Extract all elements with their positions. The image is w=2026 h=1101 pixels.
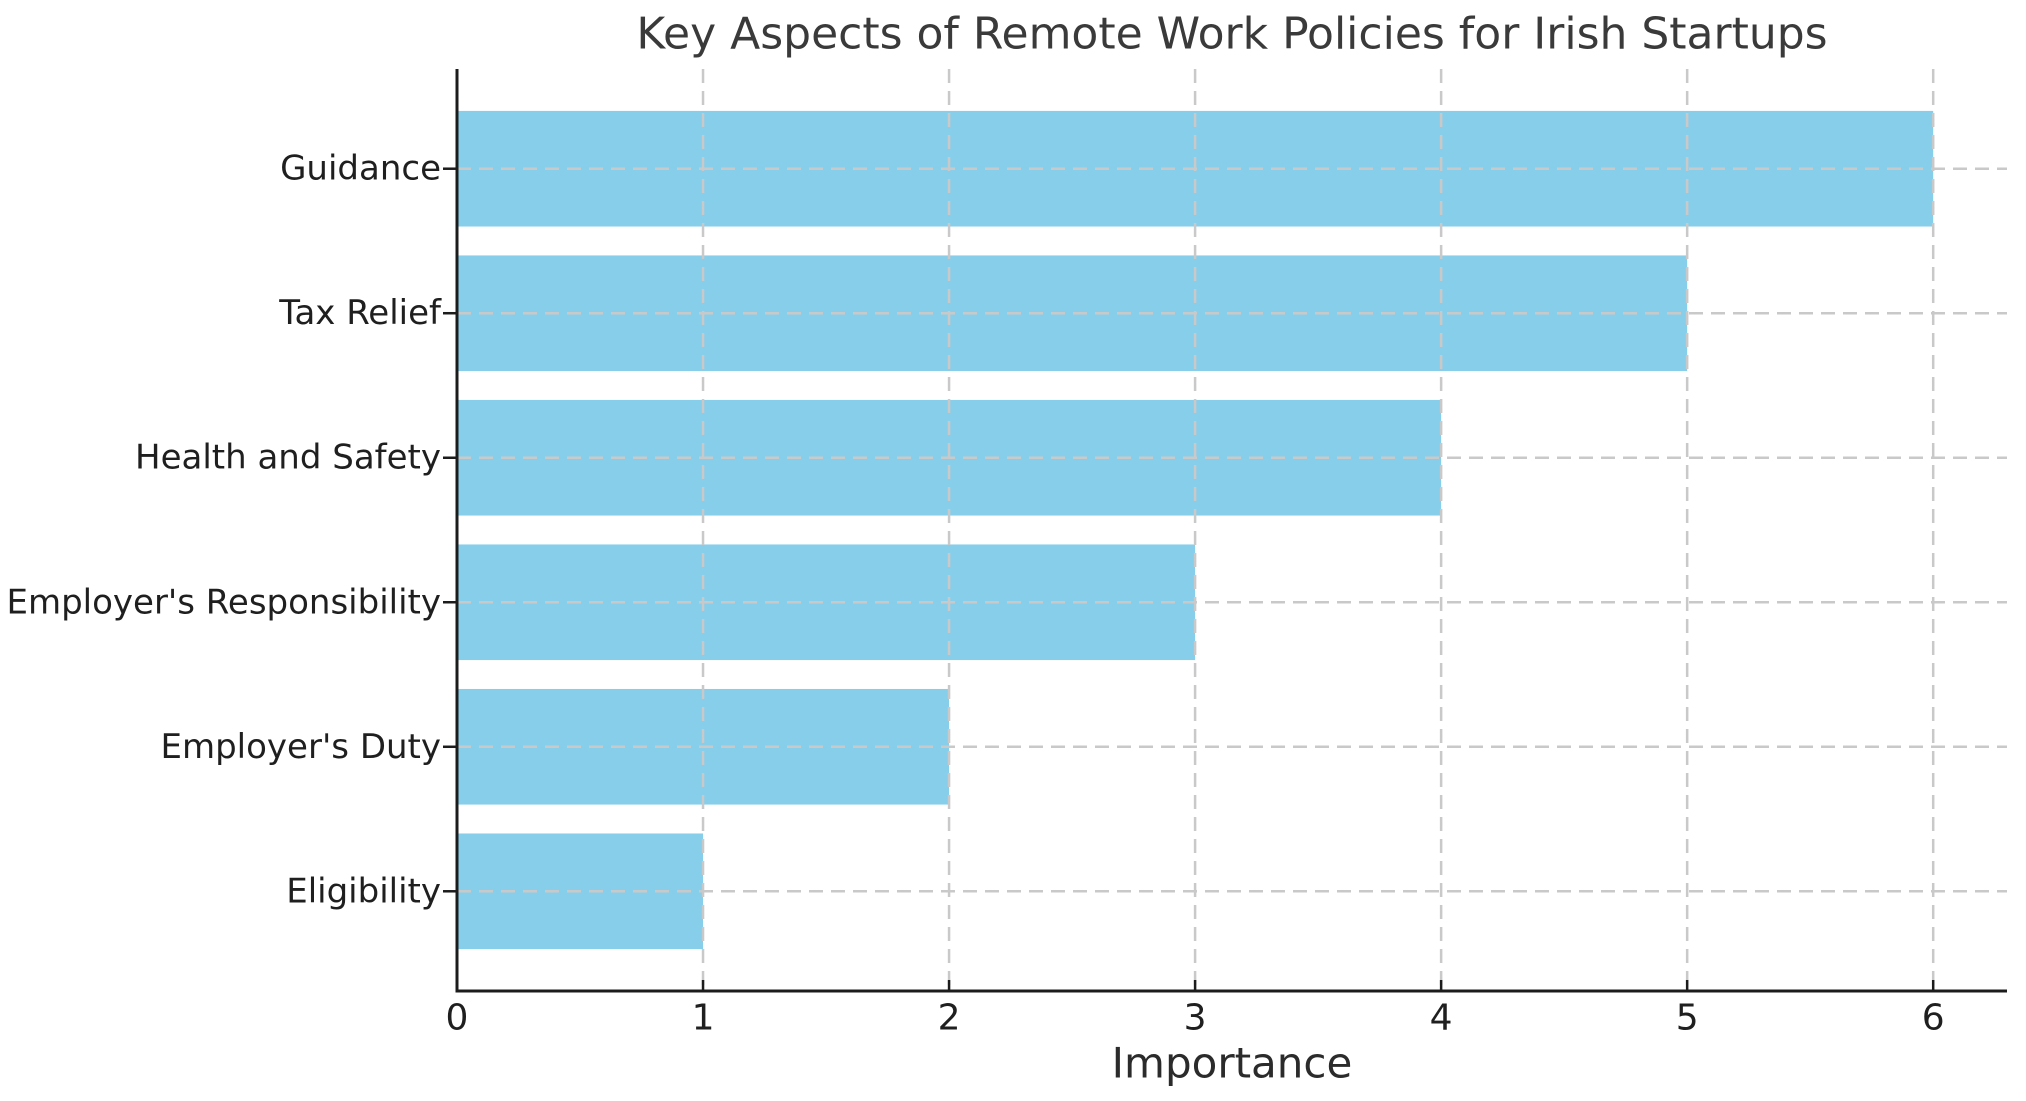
x-axis-label: Importance [1112,1039,1353,1088]
x-tick-label: 6 [1922,998,1945,1039]
category-label: Health and Safety [135,438,441,478]
category-label: Guidance [280,149,441,189]
x-tick-label: 3 [1184,998,1207,1039]
category-label: Tax Relief [278,293,442,333]
category-label: Eligibility [286,871,441,911]
x-tick-label: 2 [938,998,961,1039]
category-label: Employer's Duty [161,727,442,767]
x-tick-label: 4 [1430,998,1453,1039]
x-tick-label: 1 [692,998,715,1039]
category-label: Employer's Responsibility [6,582,441,622]
x-tick-label: 5 [1676,998,1699,1039]
x-tick-label: 0 [446,998,469,1039]
chart-title: Key Aspects of Remote Work Policies for … [636,9,1827,60]
